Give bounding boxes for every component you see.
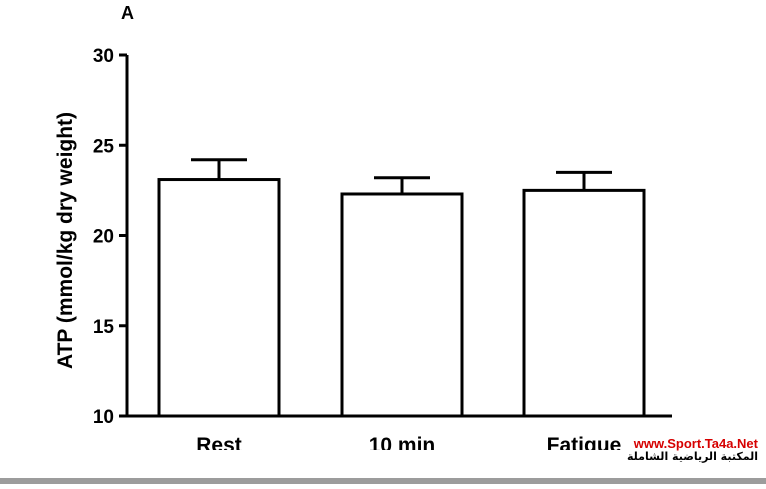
bar	[157, 178, 281, 418]
y-tick-label: 20	[93, 227, 114, 248]
y-tick-label: 25	[93, 136, 115, 157]
y-tick-label: 30	[93, 46, 114, 67]
y-tick-label: 10	[93, 407, 114, 428]
watermark: www.Sport.Ta4a.Net المكتبة الرياضية الشا…	[627, 436, 758, 464]
watermark-arabic: المكتبة الرياضية الشاملة	[627, 450, 758, 464]
crop-band	[0, 450, 640, 478]
panel-label: A	[121, 3, 134, 23]
bottom-divider	[0, 478, 766, 484]
y-axis-title: ATP (mmol/kg dry weight)	[54, 112, 77, 369]
bar	[340, 192, 464, 418]
y-tick-label: 15	[93, 317, 115, 338]
bar	[522, 188, 646, 418]
watermark-url: www.Sport.Ta4a.Net	[633, 436, 758, 451]
